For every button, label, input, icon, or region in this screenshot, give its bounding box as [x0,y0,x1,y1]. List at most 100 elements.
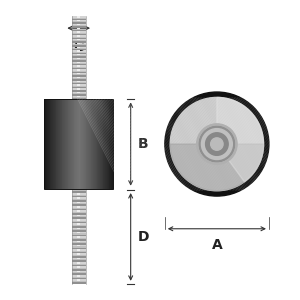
Bar [102,100,103,189]
Bar [77,100,78,189]
Bar [71,265,86,266]
Bar [51,100,52,189]
Bar [71,217,86,219]
Bar [71,216,86,217]
Text: C: C [74,40,84,54]
Bar [71,25,86,26]
Bar [78,100,79,189]
Bar [52,100,53,189]
Bar [71,97,86,98]
Bar [71,63,86,64]
Bar [70,100,71,189]
Bar [71,281,86,282]
Bar [71,40,86,41]
Bar [105,100,106,189]
Bar [71,83,86,84]
Bar [103,100,104,189]
Bar [71,225,86,226]
Bar [106,100,107,189]
Bar [84,100,85,189]
Bar [71,64,86,65]
Bar [71,100,72,189]
Bar [71,18,86,19]
Bar [94,100,95,189]
Bar [65,100,66,189]
Bar [71,252,86,254]
Text: A: A [212,238,222,252]
Bar [71,233,86,235]
Bar [71,204,86,206]
Circle shape [201,129,232,160]
Bar [67,100,68,189]
Bar [46,100,47,189]
Bar [64,100,65,189]
Bar [71,49,86,50]
Polygon shape [217,98,263,182]
Bar [53,100,54,189]
Bar [98,100,99,189]
Bar [87,100,88,189]
Bar [56,100,57,189]
Bar [71,72,86,73]
Text: B: B [138,137,149,151]
Circle shape [165,92,269,196]
Bar [71,220,86,222]
Bar [71,272,86,274]
Bar [71,277,86,278]
Polygon shape [170,144,263,191]
Bar [71,274,86,275]
Bar [83,100,84,189]
Bar [104,100,105,189]
Bar [74,100,75,189]
Bar [100,100,101,189]
Bar [49,100,50,189]
Circle shape [199,126,235,162]
Bar [71,282,86,284]
Bar [55,100,56,189]
Bar [71,45,86,46]
Bar [85,100,86,189]
Bar [71,89,86,91]
Bar [95,100,96,189]
Bar [71,60,86,62]
Bar [91,100,92,189]
Bar [71,256,86,258]
Bar [71,248,86,249]
Bar [63,100,64,189]
Bar [71,229,86,230]
Bar [71,213,86,214]
Bar [71,26,86,28]
Text: D: D [138,230,150,244]
Bar [71,200,86,202]
Bar [111,100,112,189]
Bar [71,21,86,22]
Bar [71,67,86,68]
Bar [50,100,51,189]
Bar [89,100,90,189]
Bar [71,79,86,81]
Bar [69,100,70,189]
Bar [71,78,86,79]
Bar [71,48,86,49]
Bar [79,100,80,189]
Bar [112,100,113,189]
Bar [71,16,86,100]
Bar [58,100,59,189]
Bar [71,208,86,210]
Circle shape [211,138,223,150]
Bar [71,44,86,45]
Bar [71,264,86,265]
Bar [71,235,86,236]
Bar [77,189,80,284]
Bar [71,222,86,223]
Bar [71,226,86,227]
Bar [48,100,49,189]
Bar [47,100,48,189]
Circle shape [170,98,263,191]
Bar [82,100,83,189]
Bar [71,52,86,54]
Bar [71,82,86,83]
Bar [86,100,87,189]
Bar [71,75,86,77]
Bar [97,100,98,189]
